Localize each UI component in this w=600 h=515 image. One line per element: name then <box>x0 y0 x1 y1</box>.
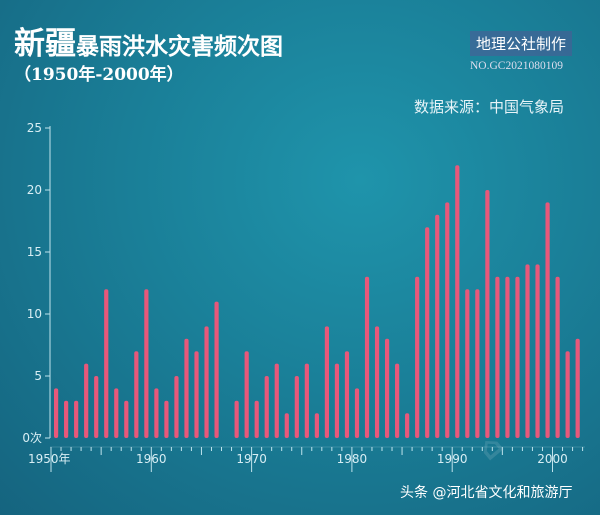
bar-1999 <box>545 202 550 438</box>
bar-1963 <box>184 338 189 438</box>
bar-1969 <box>244 351 249 438</box>
y-tick-label: 5 <box>34 369 42 383</box>
code-label: NO.GC2021080109 <box>470 60 563 72</box>
bar-1983 <box>384 338 390 438</box>
bar-1988 <box>435 214 440 438</box>
chart-title: 新疆暴雨洪水灾害频次图 <box>14 18 283 63</box>
bar-1955 <box>104 289 109 438</box>
bar-1952 <box>74 400 79 438</box>
title-rest: 暴雨洪水灾害频次图 <box>76 33 283 60</box>
bar-1976 <box>314 413 319 438</box>
bar-1996 <box>515 276 520 438</box>
bar-1964 <box>194 351 199 438</box>
bar-1951 <box>64 400 69 438</box>
x-tick-label: 1990 <box>437 452 468 466</box>
bar-1992 <box>475 289 480 438</box>
bar-1966 <box>214 301 219 438</box>
maker-badge: 地理公社制作 <box>470 31 573 56</box>
bar-1956 <box>114 388 119 438</box>
bar-1997 <box>525 264 530 438</box>
bar-1950 <box>54 388 59 438</box>
title-big: 新疆 <box>14 26 76 62</box>
bar-1968 <box>234 400 239 438</box>
bar-1954 <box>94 376 99 438</box>
bar-1986 <box>415 276 420 438</box>
bar-1965 <box>204 326 209 438</box>
bar-1957 <box>124 400 129 438</box>
bar-1970 <box>254 400 259 438</box>
bar-1985 <box>405 413 410 438</box>
bar-1961 <box>164 400 169 438</box>
bar-1982 <box>374 326 380 438</box>
bar-1990 <box>455 165 460 438</box>
bar-1962 <box>174 376 179 438</box>
x-tick-label: 1980 <box>337 452 368 466</box>
bar-1972 <box>274 363 279 438</box>
bar-1991 <box>465 289 470 438</box>
x-tick-label: 2000 <box>537 452 568 466</box>
bar-1998 <box>535 264 540 438</box>
y-tick-label: 10 <box>27 307 42 321</box>
x-tick-label: 1970 <box>236 452 267 466</box>
bar-1958 <box>134 351 139 438</box>
bar-1977 <box>324 326 330 438</box>
bar-2000 <box>555 276 560 438</box>
bar-1979 <box>344 351 350 438</box>
x-tick-label: 1950年 <box>28 452 71 466</box>
bar-1984 <box>395 363 400 438</box>
bar-1974 <box>294 376 299 438</box>
bar-1973 <box>284 413 289 438</box>
chart-subtitle: （1950年-2000年） <box>14 65 184 85</box>
bar-1953 <box>84 363 89 438</box>
bar-1981 <box>364 276 370 438</box>
bar-1989 <box>445 202 450 438</box>
bar-1959 <box>144 289 149 438</box>
bar-1975 <box>304 363 309 438</box>
y-tick-label: 0次 <box>22 431 42 445</box>
bar-1995 <box>505 276 510 438</box>
y-tick-label: 25 <box>27 121 42 135</box>
bar-1960 <box>154 388 159 438</box>
x-tick-label: 1960 <box>136 452 167 466</box>
bar-2002 <box>575 338 580 438</box>
bar-1993 <box>485 190 490 438</box>
bar-1987 <box>425 227 430 438</box>
bar-1980 <box>354 388 360 438</box>
bar-2001 <box>565 351 570 438</box>
watermark: 头条 @河北省文化和旅游厅 <box>400 485 573 501</box>
bar-1978 <box>334 363 340 438</box>
y-tick-label: 20 <box>27 183 42 197</box>
y-tick-label: 15 <box>27 245 42 259</box>
bar-1971 <box>264 376 269 438</box>
bar-1994 <box>495 276 500 438</box>
data-source: 数据来源：中国气象局 <box>414 98 565 116</box>
